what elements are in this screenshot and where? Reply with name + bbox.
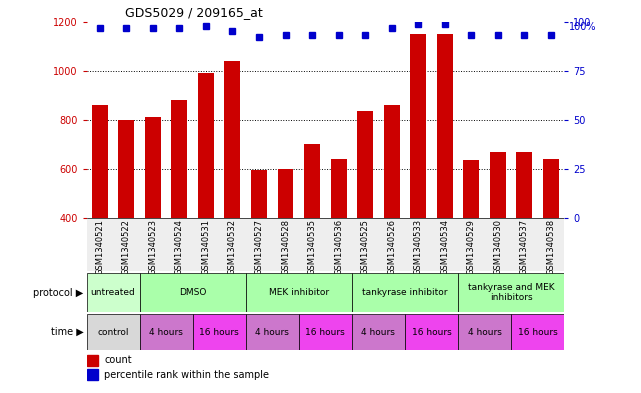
Bar	[458, 218, 485, 271]
Bar	[516, 152, 532, 218]
Text: GSM1340526: GSM1340526	[387, 219, 396, 275]
Text: GSM1340529: GSM1340529	[467, 219, 476, 275]
Bar	[405, 218, 431, 271]
Text: 4 hours: 4 hours	[362, 328, 395, 336]
Bar	[352, 218, 378, 271]
Text: tankyrase and MEK
inhibitors: tankyrase and MEK inhibitors	[468, 283, 554, 303]
Text: 16 hours: 16 hours	[412, 328, 451, 336]
Bar	[140, 314, 193, 350]
Bar	[463, 160, 479, 218]
Text: percentile rank within the sample: percentile rank within the sample	[104, 369, 269, 380]
Bar	[251, 170, 267, 218]
Bar	[378, 218, 405, 271]
Text: protocol ▶: protocol ▶	[33, 288, 83, 298]
Text: DMSO: DMSO	[179, 288, 206, 297]
Bar	[119, 120, 135, 218]
Bar	[246, 314, 299, 350]
Bar	[490, 152, 506, 218]
Text: GDS5029 / 209165_at: GDS5029 / 209165_at	[125, 6, 262, 19]
Bar	[87, 218, 113, 271]
Bar	[543, 159, 559, 218]
Bar	[299, 314, 352, 350]
Text: control: control	[97, 328, 129, 336]
Bar	[278, 169, 294, 218]
Bar	[171, 100, 187, 218]
Text: 100%: 100%	[569, 22, 596, 31]
Text: GSM1340522: GSM1340522	[122, 219, 131, 275]
Bar	[331, 159, 347, 218]
Text: GSM1340534: GSM1340534	[440, 219, 449, 275]
Text: GSM1340528: GSM1340528	[281, 219, 290, 275]
Text: GSM1340525: GSM1340525	[361, 219, 370, 275]
Text: GSM1340532: GSM1340532	[228, 219, 237, 275]
Bar	[193, 314, 246, 350]
Bar	[87, 273, 140, 312]
Bar	[405, 314, 458, 350]
Text: 16 hours: 16 hours	[199, 328, 239, 336]
Bar	[145, 118, 161, 218]
Text: GSM1340523: GSM1340523	[148, 219, 157, 275]
Bar	[304, 144, 320, 218]
Text: GSM1340521: GSM1340521	[96, 219, 104, 275]
Bar	[219, 218, 246, 271]
Bar	[166, 218, 193, 271]
Bar	[113, 218, 140, 271]
Text: GSM1340535: GSM1340535	[308, 219, 317, 275]
Bar	[140, 218, 166, 271]
Bar	[410, 34, 426, 218]
Bar	[140, 273, 246, 312]
Bar	[299, 218, 326, 271]
Bar	[92, 105, 108, 218]
Text: time ▶: time ▶	[51, 327, 83, 337]
Text: GSM1340530: GSM1340530	[494, 219, 503, 275]
Text: untreated: untreated	[90, 288, 135, 297]
Text: 16 hours: 16 hours	[305, 328, 345, 336]
Text: 4 hours: 4 hours	[149, 328, 183, 336]
Bar	[511, 218, 538, 271]
Bar	[193, 218, 219, 271]
Text: GSM1340524: GSM1340524	[175, 219, 184, 275]
Text: GSM1340527: GSM1340527	[254, 219, 263, 275]
Text: count: count	[104, 355, 132, 365]
Bar	[224, 61, 240, 218]
Bar	[246, 218, 272, 271]
Text: GSM1340533: GSM1340533	[413, 219, 422, 275]
Text: 16 hours: 16 hours	[518, 328, 558, 336]
Bar	[352, 273, 458, 312]
Bar	[87, 369, 98, 380]
Bar	[511, 314, 564, 350]
Text: 4 hours: 4 hours	[467, 328, 501, 336]
Text: GSM1340531: GSM1340531	[201, 219, 210, 275]
Bar	[326, 218, 352, 271]
Bar	[87, 314, 140, 350]
Bar	[437, 34, 453, 218]
Bar	[357, 111, 373, 218]
Text: GSM1340537: GSM1340537	[520, 219, 529, 275]
Bar	[431, 218, 458, 271]
Bar	[384, 105, 399, 218]
Text: MEK inhibitor: MEK inhibitor	[269, 288, 329, 297]
Bar	[485, 218, 511, 271]
Bar	[458, 273, 564, 312]
Bar	[198, 73, 214, 218]
Bar	[246, 273, 352, 312]
Text: tankyrase inhibitor: tankyrase inhibitor	[362, 288, 447, 297]
Bar	[538, 218, 564, 271]
Bar	[458, 314, 511, 350]
Bar	[87, 355, 98, 366]
Bar	[272, 218, 299, 271]
Bar	[352, 314, 405, 350]
Text: 4 hours: 4 hours	[255, 328, 289, 336]
Text: GSM1340536: GSM1340536	[334, 219, 343, 275]
Text: GSM1340538: GSM1340538	[546, 219, 555, 275]
